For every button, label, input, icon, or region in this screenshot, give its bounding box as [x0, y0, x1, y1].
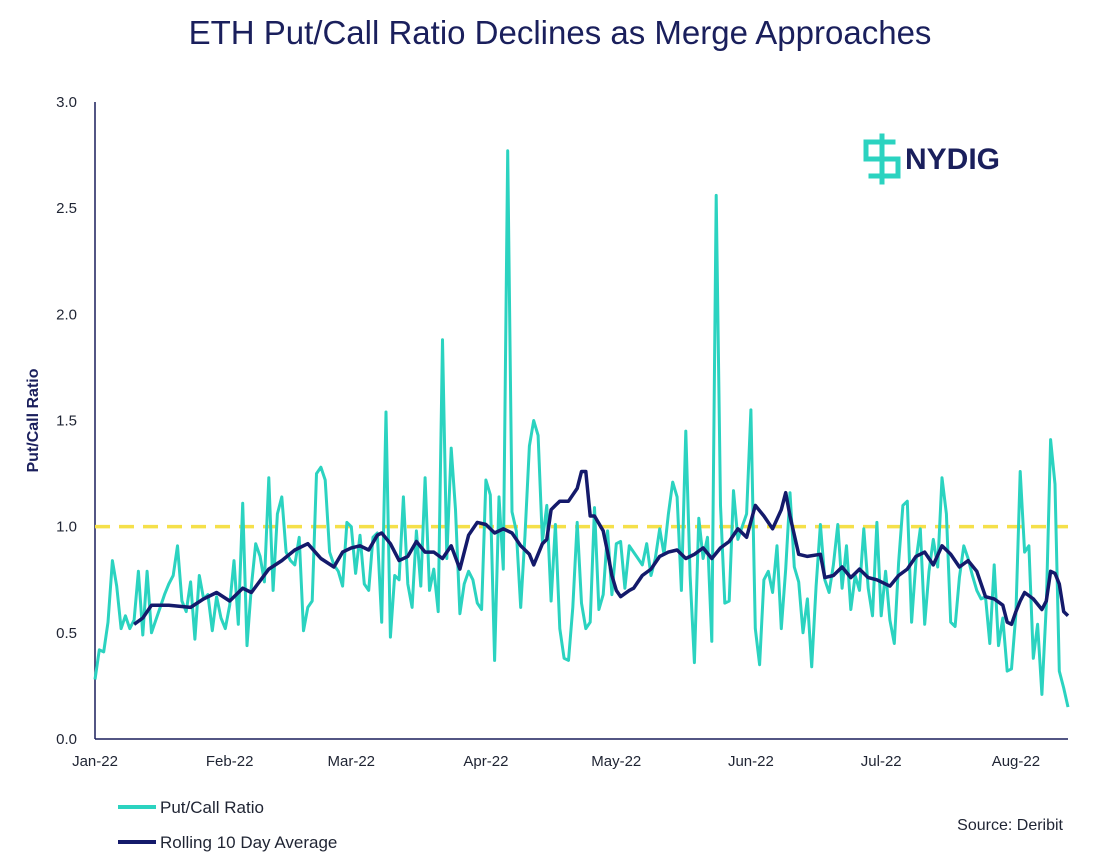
series-rolling-average-line [133, 469, 1070, 627]
x-tick-label: Jan-22 [72, 753, 118, 770]
series-put-call-ratio-line [93, 149, 1070, 708]
source-note: Source: Deribit [957, 817, 1063, 834]
legend: Put/Call Ratio Rolling 10 Day Average [118, 798, 337, 852]
x-tick-label: Jun-22 [728, 753, 774, 770]
y-tick-label: 1.0 [56, 519, 77, 536]
y-tick-label: 3.0 [56, 94, 77, 111]
y-tick-label: 0.0 [56, 731, 77, 748]
x-tick-label: May-22 [591, 753, 641, 770]
x-tick-label: Mar-22 [328, 753, 376, 770]
chart-title: ETH Put/Call Ratio Declines as Merge App… [188, 14, 932, 51]
x-tick-label: Aug-22 [992, 753, 1040, 770]
nydig-logo-icon [863, 133, 901, 185]
y-axis-ticks: 0.0 0.5 1.0 1.5 2.0 2.5 3.0 [56, 94, 77, 748]
x-tick-label: Jul-22 [861, 753, 902, 770]
x-axis-ticks: Jan-22 Feb-22 Mar-22 Apr-22 May-22 Jun-22 Jul-… [72, 753, 1040, 770]
nydig-logo: NYDIG [863, 133, 1000, 185]
x-tick-label: Apr-22 [463, 753, 508, 770]
y-tick-label: 0.5 [56, 625, 77, 642]
y-tick-label: 2.5 [56, 200, 77, 217]
logo-wordmark: NYDIG [905, 143, 1000, 176]
legend-label-put-call-ratio: Put/Call Ratio [160, 798, 264, 817]
y-axis-label: Put/Call Ratio [25, 368, 42, 472]
y-tick-label: 2.0 [56, 306, 77, 323]
x-tick-label: Feb-22 [206, 753, 254, 770]
y-tick-label: 1.5 [56, 413, 77, 430]
legend-label-rolling-average: Rolling 10 Day Average [160, 833, 337, 852]
